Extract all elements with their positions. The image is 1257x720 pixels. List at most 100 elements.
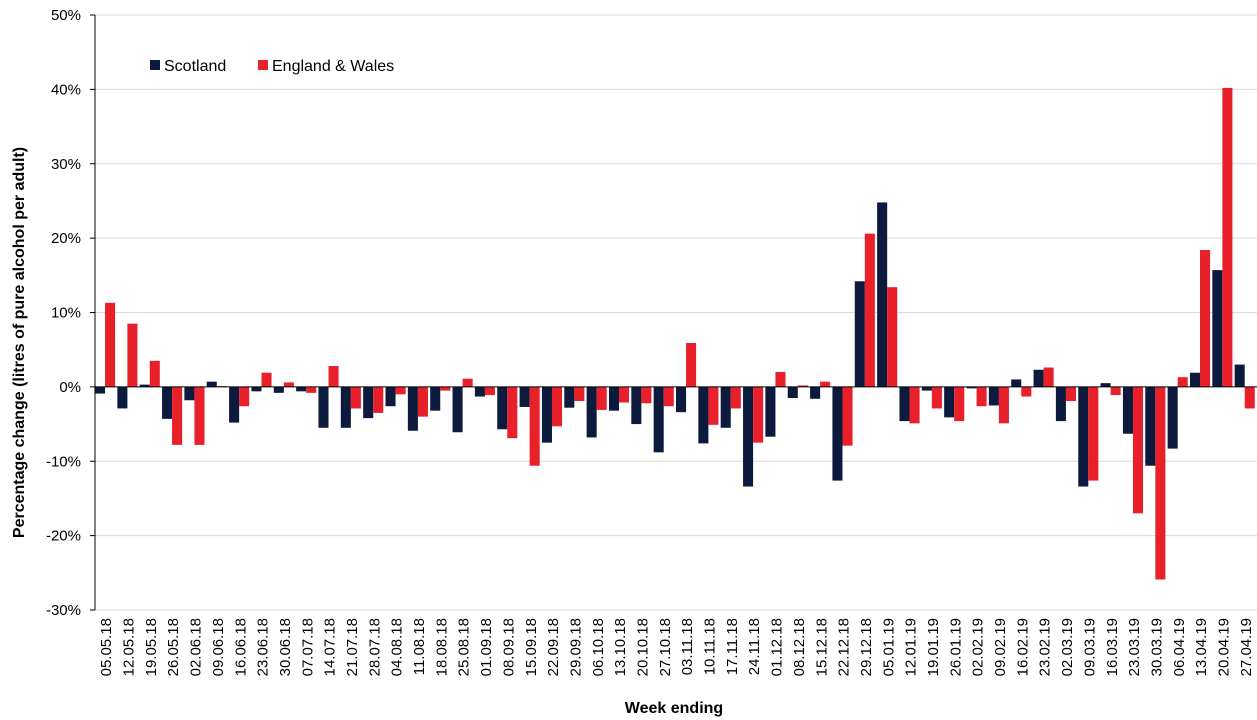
- y-tick-label: 20%: [51, 230, 81, 247]
- bars: [95, 87, 1255, 580]
- x-tick-label: 09.03.19: [1081, 618, 1098, 676]
- bar-england-wales-22.12.18: [842, 386, 853, 446]
- x-tick-label: 05.05.18: [98, 618, 115, 676]
- bar-england-wales-28.07.18: [373, 386, 384, 413]
- x-tick-label: 11.08.18: [411, 618, 428, 675]
- bar-scotland-07.07.18: [296, 386, 307, 392]
- bar-scotland-10.11.18: [698, 386, 709, 444]
- x-tick-label: 20.04.19: [1215, 618, 1232, 676]
- x-tick-label: 23.02.19: [1037, 618, 1054, 676]
- bar-england-wales-12.05.18: [127, 323, 138, 387]
- bar-england-wales-24.11.18: [753, 386, 764, 443]
- x-tick-label: 01.12.18: [769, 618, 786, 676]
- x-tick-label: 21.07.18: [344, 618, 361, 676]
- bar-scotland-28.07.18: [363, 386, 374, 419]
- bar-england-wales-02.06.18: [194, 386, 205, 445]
- bar-scotland-23.02.19: [1033, 369, 1044, 387]
- bar-scotland-15.09.18: [519, 386, 530, 407]
- x-tick-label: 02.03.19: [1059, 618, 1076, 676]
- bar-scotland-21.07.18: [340, 386, 351, 428]
- bar-england-wales-23.03.19: [1132, 386, 1144, 514]
- x-tick-label: 13.04.19: [1193, 618, 1210, 676]
- x-tick-label: 26.05.18: [165, 618, 182, 676]
- bar-england-wales-29.09.18: [574, 386, 585, 402]
- bar-england-wales-16.06.18: [239, 386, 250, 407]
- bar-scotland-24.11.18: [743, 386, 754, 487]
- bar-scotland-16.02.19: [1011, 379, 1022, 387]
- x-tick-label: 30.06.18: [277, 618, 294, 676]
- x-axis-title: Week ending: [625, 700, 723, 717]
- bar-scotland-26.01.19: [944, 386, 955, 418]
- x-tick-label: 22.09.18: [545, 618, 562, 676]
- x-tick-label: 28.07.18: [366, 618, 383, 676]
- x-tick-label: 04.08.18: [389, 618, 406, 676]
- bar-scotland-05.01.19: [877, 202, 888, 387]
- bar-england-wales-02.02.19: [976, 386, 987, 407]
- bar-england-wales-03.11.18: [686, 342, 697, 387]
- x-tick-label: 29.12.18: [858, 618, 875, 676]
- bar-scotland-09.02.19: [988, 386, 999, 406]
- bar-scotland-09.06.18: [206, 381, 217, 387]
- y-tick-labels: -30% -20% -10% 0% 10% 20% 30% 40% 50%: [46, 7, 81, 619]
- x-tick-label: 10.11.18: [702, 618, 719, 675]
- bar-scotland-13.04.19: [1189, 372, 1201, 387]
- x-tick-label: 26.01.19: [947, 618, 964, 676]
- x-tick-label: 19.05.18: [143, 618, 160, 676]
- bar-england-wales-20.10.18: [641, 386, 652, 404]
- bar-england-wales-06.10.18: [596, 386, 607, 410]
- bar-scotland-22.09.18: [541, 386, 552, 443]
- bar-england-wales-07.07.18: [306, 386, 317, 393]
- x-tick-label: 16.02.19: [1014, 618, 1031, 676]
- bar-england-wales-11.08.18: [417, 386, 428, 417]
- y-tick-label: 0%: [59, 379, 81, 396]
- bar-england-wales-29.12.18: [864, 233, 875, 387]
- bar-scotland-25.08.18: [452, 386, 463, 433]
- bar-scotland-04.08.18: [385, 386, 396, 407]
- bar-scotland-01.12.18: [765, 386, 776, 437]
- bar-england-wales-02.03.19: [1065, 386, 1076, 402]
- bar-england-wales-04.08.18: [395, 386, 406, 395]
- bar-scotland-16.03.19: [1100, 383, 1111, 387]
- x-tick-label: 29.09.18: [567, 618, 584, 676]
- bar-england-wales-25.08.18: [462, 378, 473, 387]
- bar-england-wales-26.05.18: [172, 386, 183, 445]
- bar-england-wales-19.05.18: [149, 360, 160, 387]
- bar-england-wales-05.01.19: [887, 287, 898, 387]
- bar-england-wales-09.02.19: [998, 386, 1009, 424]
- bar-scotland-23.06.18: [251, 386, 262, 392]
- x-tick-label: 09.02.19: [992, 618, 1009, 676]
- bar-england-wales-17.11.18: [730, 386, 741, 409]
- x-tick-label: 02.02.19: [970, 618, 987, 676]
- bar-england-wales-22.09.18: [551, 386, 563, 427]
- x-tick-label: 19.01.19: [925, 618, 942, 676]
- x-tick-label: 02.06.18: [188, 618, 205, 676]
- bar-scotland-05.05.18: [95, 386, 106, 394]
- bar-scotland-08.09.18: [497, 386, 508, 430]
- bar-england-wales-08.09.18: [507, 386, 518, 439]
- x-tick-label: 18.08.18: [433, 618, 450, 676]
- bar-scotland-18.08.18: [430, 386, 441, 411]
- bar-scotland-02.03.19: [1055, 386, 1066, 422]
- x-tick-label: 20.10.18: [634, 618, 651, 676]
- x-tick-label: 16.03.19: [1104, 618, 1121, 676]
- legend-swatch-england-wales: [258, 60, 268, 70]
- y-tick-label: -20%: [46, 528, 81, 545]
- bar-england-wales-15.09.18: [529, 386, 540, 466]
- bar-england-wales-16.03.19: [1110, 386, 1121, 396]
- x-tick-label: 13.10.18: [612, 618, 629, 676]
- y-tick-label: 50%: [51, 7, 81, 24]
- legend-swatch-scotland: [150, 60, 160, 70]
- bar-scotland-12.01.19: [899, 386, 910, 422]
- bar-england-wales-06.04.19: [1177, 377, 1188, 387]
- x-tick-label: 25.08.18: [456, 618, 473, 676]
- x-tick-label: 06.04.19: [1171, 618, 1188, 676]
- bar-scotland-30.06.18: [273, 386, 284, 393]
- x-tick-label: 27.10.18: [657, 618, 674, 676]
- bar-england-wales-21.07.18: [350, 386, 361, 409]
- x-tick-label: 01.09.18: [478, 618, 495, 676]
- bar-england-wales-15.12.18: [820, 381, 831, 387]
- x-tick-label: 17.11.18: [724, 618, 741, 675]
- x-tick-label: 06.10.18: [590, 618, 607, 676]
- bar-england-wales-10.11.18: [708, 386, 719, 425]
